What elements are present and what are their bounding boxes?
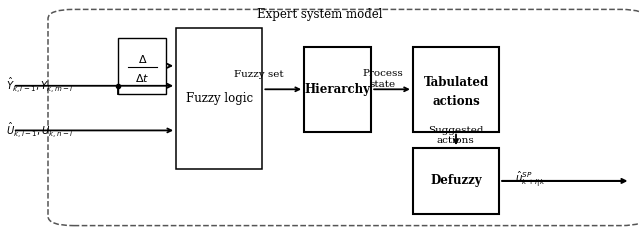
FancyBboxPatch shape	[48, 9, 640, 226]
Bar	[304, 47, 371, 132]
Text: $\hat{U}_{k,i-1}, U_{k,n-i}$: $\hat{U}_{k,i-1}, U_{k,n-i}$	[6, 121, 74, 140]
Text: state: state	[370, 80, 396, 89]
Text: Suggested: Suggested	[428, 126, 483, 135]
Bar	[413, 148, 499, 214]
Text: actions: actions	[432, 95, 480, 109]
Text: Defuzzy: Defuzzy	[430, 174, 482, 188]
Text: $\Delta t$: $\Delta t$	[135, 72, 150, 84]
Bar	[176, 28, 262, 169]
Text: actions: actions	[437, 136, 474, 145]
Text: Expert system model: Expert system model	[257, 8, 383, 21]
Bar	[118, 38, 166, 94]
Text: Process: Process	[362, 69, 403, 78]
Text: Hierarchy: Hierarchy	[305, 83, 371, 96]
Text: $\hat{Y}_{k,i-1}, Y_{k,m-i}$: $\hat{Y}_{k,i-1}, Y_{k,m-i}$	[6, 76, 74, 95]
Text: Fuzzy logic: Fuzzy logic	[186, 92, 253, 105]
Text: $\hat{u}^{SP}_{k+l|k}$: $\hat{u}^{SP}_{k+l|k}$	[515, 170, 546, 189]
Text: Tabulated: Tabulated	[424, 76, 488, 89]
Text: Fuzzy set: Fuzzy set	[234, 70, 284, 79]
Bar	[413, 47, 499, 132]
Text: $\Delta$: $\Delta$	[138, 53, 147, 65]
